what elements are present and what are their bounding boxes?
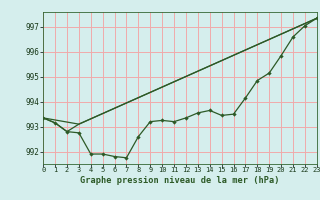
X-axis label: Graphe pression niveau de la mer (hPa): Graphe pression niveau de la mer (hPa): [80, 176, 280, 185]
